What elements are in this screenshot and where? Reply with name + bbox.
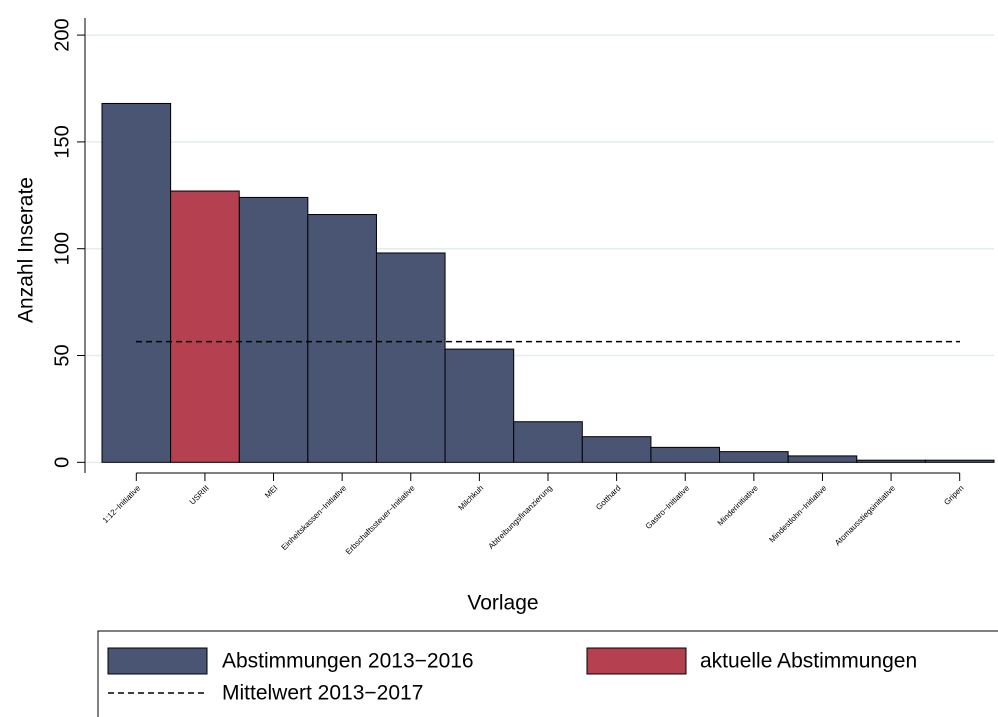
bar [307,214,377,463]
bar [375,252,446,463]
y-tick-label: 150 [51,125,73,158]
bar [238,196,309,463]
bar [856,459,926,463]
x-tick-label: Abtreibungsfinanzierung [487,484,554,551]
legend-box [97,630,998,717]
x-tick-label: Atomausstiegsinitiative [833,483,897,547]
x-tick-label: Gotthard [594,484,622,512]
y-tick-label: 0 [51,457,73,468]
x-tick-label: Minderinitiative [716,483,760,527]
bar [170,190,240,463]
x-tick-label: MEI [263,484,279,500]
legend-swatch [107,647,208,675]
legend-label: Mittelwert 2013−2017 [222,682,423,705]
bar [101,102,172,463]
x-tick-label: Erbschaftssteuer−Initiative [344,483,417,556]
y-tick-label: 50 [51,344,73,366]
bar [787,455,858,463]
x-tick-label: USRIII [188,484,211,507]
x-tick-label: Gripen [942,484,965,507]
legend-label: aktuelle Abstimmungen [700,650,917,673]
bar [924,459,995,463]
bar [444,348,515,463]
bar [650,446,721,463]
legend-label: Abstimmungen 2013−2016 [222,650,474,673]
y-tick-label: 200 [51,18,73,51]
y-tick-label: 100 [51,232,73,265]
x-tick-label: Gastro−Initiative [644,483,692,531]
bar [719,451,789,463]
x-tick-label: Milchkuh [457,484,486,513]
x-axis-title: Vorlage [467,592,538,615]
y-axis-title: Anzahl Inserate [15,177,38,323]
bar [513,421,583,463]
legend-swatch [586,647,687,675]
x-tick-label: Einheitskassen−Initiative [280,483,349,552]
x-tick-label: Mindestlohn−Initiative [767,483,828,544]
x-tick-label: 1:12−Initiative [101,483,143,525]
bar [581,436,652,463]
